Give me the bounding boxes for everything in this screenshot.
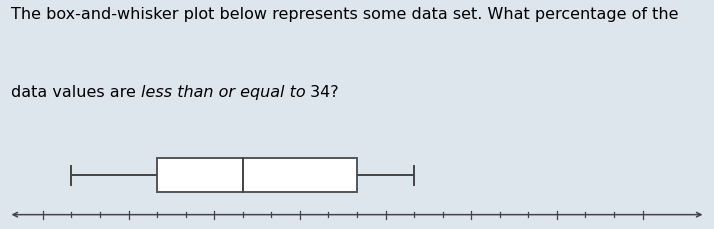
Bar xyxy=(157,159,357,192)
Text: data values are: data values are xyxy=(11,85,141,100)
Text: The box-and-whisker plot below represents some data set. What percentage of the: The box-and-whisker plot below represent… xyxy=(11,7,678,22)
Text: less than or equal to: less than or equal to xyxy=(141,85,306,100)
Text: 34?: 34? xyxy=(306,85,339,100)
